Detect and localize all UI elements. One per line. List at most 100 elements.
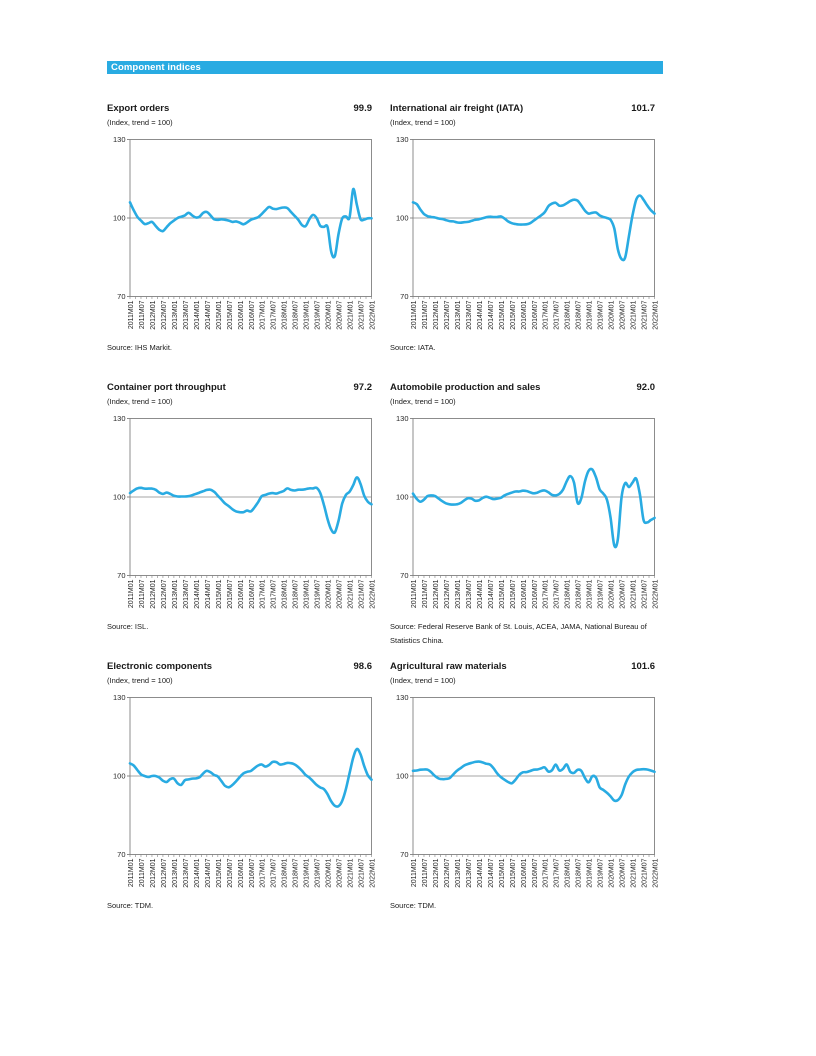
svg-text:2015M01: 2015M01 [499, 858, 506, 887]
svg-text:100: 100 [396, 772, 409, 781]
chart-subtitle: (Index, trend = 100) [107, 676, 173, 685]
chart-cell-container-port: Container port throughput 97.2 (Index, t… [107, 382, 377, 632]
chart-source: Source: TDM. [107, 901, 154, 910]
svg-text:2017M07: 2017M07 [554, 300, 561, 329]
svg-text:2021M01: 2021M01 [348, 858, 355, 887]
svg-text:100: 100 [113, 772, 126, 781]
svg-text:2016M01: 2016M01 [238, 579, 245, 608]
svg-text:2013M01: 2013M01 [455, 300, 462, 329]
svg-text:2012M07: 2012M07 [444, 579, 451, 608]
chart-cell-agricultural-raw-materials: Agricultural raw materials 101.6 (Index,… [390, 661, 660, 911]
svg-text:2019M01: 2019M01 [304, 300, 311, 329]
svg-text:2011M07: 2011M07 [139, 579, 146, 608]
svg-text:2011M01: 2011M01 [128, 300, 135, 329]
svg-text:2019M01: 2019M01 [304, 858, 311, 887]
svg-text:2017M07: 2017M07 [554, 858, 561, 887]
svg-text:2019M07: 2019M07 [315, 858, 322, 887]
svg-text:2020M07: 2020M07 [620, 300, 627, 329]
chart-subtitle: (Index, trend = 100) [390, 118, 456, 127]
svg-text:2013M01: 2013M01 [455, 858, 462, 887]
svg-text:2020M07: 2020M07 [620, 858, 627, 887]
svg-text:2019M01: 2019M01 [304, 579, 311, 608]
svg-text:2013M01: 2013M01 [172, 858, 179, 887]
svg-text:2021M01: 2021M01 [348, 579, 355, 608]
svg-text:2011M01: 2011M01 [411, 300, 418, 329]
svg-text:2013M07: 2013M07 [183, 858, 190, 887]
svg-text:2014M07: 2014M07 [488, 858, 495, 887]
svg-text:2018M07: 2018M07 [293, 579, 300, 608]
chart-source: Source: ISL. [107, 622, 149, 631]
chart-subtitle: (Index, trend = 100) [390, 397, 456, 406]
chart-source: Source: Federal Reserve Bank of St. Loui… [390, 622, 647, 645]
svg-text:2020M01: 2020M01 [326, 579, 333, 608]
svg-text:130: 130 [396, 693, 409, 702]
svg-text:70: 70 [117, 292, 125, 301]
svg-text:130: 130 [396, 414, 409, 423]
svg-text:70: 70 [400, 292, 408, 301]
svg-text:2018M07: 2018M07 [576, 858, 583, 887]
svg-text:2013M07: 2013M07 [466, 300, 473, 329]
svg-text:2018M07: 2018M07 [576, 579, 583, 608]
svg-text:2021M01: 2021M01 [631, 579, 638, 608]
svg-text:2014M07: 2014M07 [205, 579, 212, 608]
svg-text:2020M01: 2020M01 [609, 300, 616, 329]
svg-text:130: 130 [113, 693, 126, 702]
svg-text:2016M07: 2016M07 [532, 858, 539, 887]
chart-source: Source: TDM. [390, 901, 437, 910]
svg-text:2016M01: 2016M01 [521, 300, 528, 329]
svg-text:2018M07: 2018M07 [293, 300, 300, 329]
page-content: Component indices Export orders 99.9 (In… [107, 61, 663, 911]
svg-text:2012M01: 2012M01 [433, 858, 440, 887]
svg-text:2013M01: 2013M01 [172, 579, 179, 608]
svg-text:2014M01: 2014M01 [477, 858, 484, 887]
svg-text:70: 70 [117, 571, 125, 580]
svg-text:2013M07: 2013M07 [183, 300, 190, 329]
chart-cell-export-orders: Export orders 99.9 (Index, trend = 100) … [107, 103, 377, 353]
svg-text:2019M01: 2019M01 [587, 858, 594, 887]
svg-text:2011M07: 2011M07 [139, 300, 146, 329]
svg-text:2021M01: 2021M01 [348, 300, 355, 329]
svg-text:2014M01: 2014M01 [477, 300, 484, 329]
chart-latest-value: 97.2 [353, 382, 373, 393]
svg-text:2018M07: 2018M07 [576, 300, 583, 329]
svg-text:2011M01: 2011M01 [128, 858, 135, 887]
svg-text:2019M01: 2019M01 [587, 579, 594, 608]
chart-subtitle: (Index, trend = 100) [107, 397, 173, 406]
svg-text:2012M01: 2012M01 [433, 300, 440, 329]
svg-text:2017M01: 2017M01 [260, 579, 267, 608]
svg-text:2017M07: 2017M07 [554, 579, 561, 608]
chart-title: Agricultural raw materials [390, 661, 507, 672]
svg-text:2021M07: 2021M07 [642, 579, 649, 608]
svg-text:2017M01: 2017M01 [260, 300, 267, 329]
svg-text:2020M07: 2020M07 [337, 579, 344, 608]
charts-grid: Export orders 99.9 (Index, trend = 100) … [107, 103, 663, 911]
svg-text:2015M07: 2015M07 [227, 300, 234, 329]
svg-text:70: 70 [117, 850, 125, 859]
svg-text:2016M01: 2016M01 [521, 858, 528, 887]
svg-text:2012M07: 2012M07 [161, 579, 168, 608]
svg-text:2019M07: 2019M07 [598, 858, 605, 887]
svg-text:2014M07: 2014M07 [488, 579, 495, 608]
chart-latest-value: 99.9 [353, 103, 373, 114]
svg-text:2012M07: 2012M07 [161, 858, 168, 887]
svg-text:2020M01: 2020M01 [609, 858, 616, 887]
svg-text:2019M07: 2019M07 [315, 579, 322, 608]
svg-text:2015M01: 2015M01 [499, 300, 506, 329]
chart-source: Source: IATA. [390, 343, 436, 352]
svg-text:100: 100 [113, 493, 126, 502]
svg-text:2017M01: 2017M01 [543, 858, 550, 887]
svg-text:2021M01: 2021M01 [631, 300, 638, 329]
svg-text:70: 70 [400, 850, 408, 859]
svg-text:2015M07: 2015M07 [227, 858, 234, 887]
svg-text:70: 70 [400, 571, 408, 580]
svg-text:2012M01: 2012M01 [150, 300, 157, 329]
svg-text:2015M07: 2015M07 [510, 300, 517, 329]
svg-text:2013M01: 2013M01 [172, 300, 179, 329]
section-title: Component indices [111, 62, 201, 73]
svg-text:2022M01: 2022M01 [370, 579, 377, 608]
svg-text:2019M07: 2019M07 [598, 579, 605, 608]
svg-text:2012M01: 2012M01 [150, 579, 157, 608]
